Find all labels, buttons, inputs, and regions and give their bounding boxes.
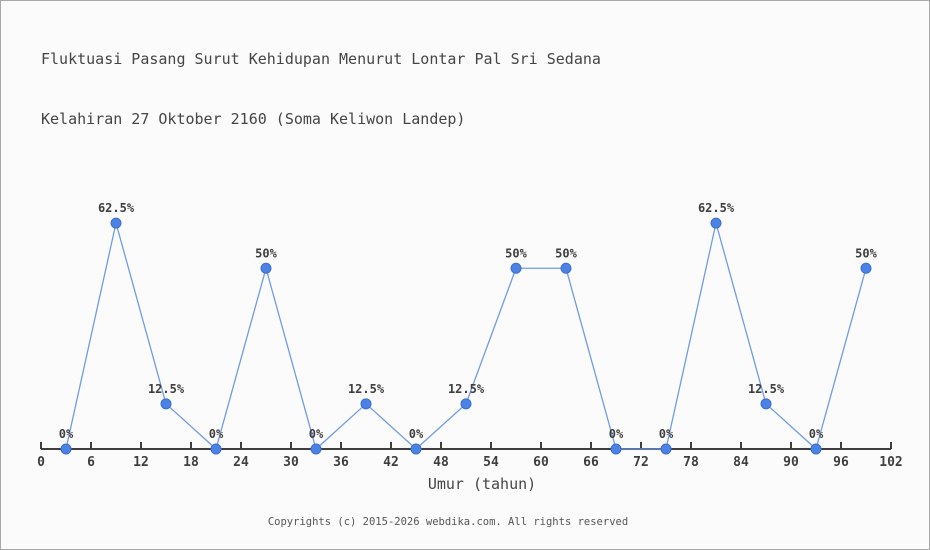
data-point-label: 0% (609, 427, 624, 441)
data-point-label: 0% (659, 427, 674, 441)
data-point (360, 398, 372, 410)
x-axis-tick-label: 18 (183, 455, 199, 470)
x-axis-tick-label: 48 (433, 455, 449, 470)
data-point (660, 443, 672, 455)
x-axis-tick-label: 24 (233, 455, 249, 470)
x-axis-tick-label: 36 (333, 455, 349, 470)
x-axis-tick-label: 96 (833, 455, 849, 470)
data-point-label: 0% (809, 427, 824, 441)
data-point (710, 217, 722, 229)
data-point-label: 62.5% (98, 201, 135, 215)
data-point (760, 398, 772, 410)
data-point (210, 443, 222, 455)
x-axis-tick-label: 66 (583, 455, 599, 470)
data-point-label: 50% (855, 246, 877, 260)
x-axis-tick-label: 0 (37, 455, 45, 470)
data-point (460, 398, 472, 410)
data-point (510, 262, 522, 274)
x-axis-tick-label: 6 (87, 455, 95, 470)
x-axis-tick-label: 78 (683, 455, 699, 470)
x-axis-tick-label: 12 (133, 455, 149, 470)
data-point (160, 398, 172, 410)
data-point-label: 12.5% (348, 382, 385, 396)
data-point-label: 50% (555, 246, 577, 260)
copyright-text: Copyrights (c) 2015-2026 webdika.com. Al… (267, 516, 629, 528)
data-point-label: 0% (409, 427, 424, 441)
data-point-label: 62.5% (698, 201, 735, 215)
x-axis-label: Umur (tahun) (428, 475, 536, 493)
x-axis-tick-label: 30 (283, 455, 299, 470)
x-axis-tick-label: 84 (733, 455, 749, 470)
data-point (810, 443, 822, 455)
data-point-label: 50% (255, 246, 277, 260)
chart-title-line2: Kelahiran 27 Oktober 2160 (Soma Keliwon … (41, 110, 466, 128)
x-axis-tick-label: 102 (879, 455, 902, 470)
data-point-label: 0% (59, 427, 74, 441)
data-point (860, 262, 872, 274)
data-point (110, 217, 122, 229)
data-point (410, 443, 422, 455)
chart-title-line1: Fluktuasi Pasang Surut Kehidupan Menurut… (41, 50, 601, 68)
data-point-label: 12.5% (448, 382, 485, 396)
data-point (560, 262, 572, 274)
series-line (65, 222, 867, 451)
data-point-label: 12.5% (148, 382, 185, 396)
data-point (60, 443, 72, 455)
x-axis-tick-label: 90 (783, 455, 799, 470)
data-point (260, 262, 272, 274)
x-axis-tick-label: 54 (483, 455, 499, 470)
data-point-label: 50% (505, 246, 527, 260)
data-point (610, 443, 622, 455)
data-point (310, 443, 322, 455)
x-axis-tick-label: 72 (633, 455, 649, 470)
plot-area: 0 6 12 18 24 30 36 42 48 54 60 66 72 78 84 90 96 102 0% 62.… (37, 201, 903, 470)
x-axis-tick-label: 60 (533, 455, 549, 470)
x-axis-tick-label: 42 (383, 455, 399, 470)
data-point-label: 12.5% (748, 382, 785, 396)
chart-title: Fluktuasi Pasang Surut Kehidupan Menurut… (41, 9, 601, 169)
data-point-label: 0% (209, 427, 224, 441)
data-point-label: 0% (309, 427, 324, 441)
